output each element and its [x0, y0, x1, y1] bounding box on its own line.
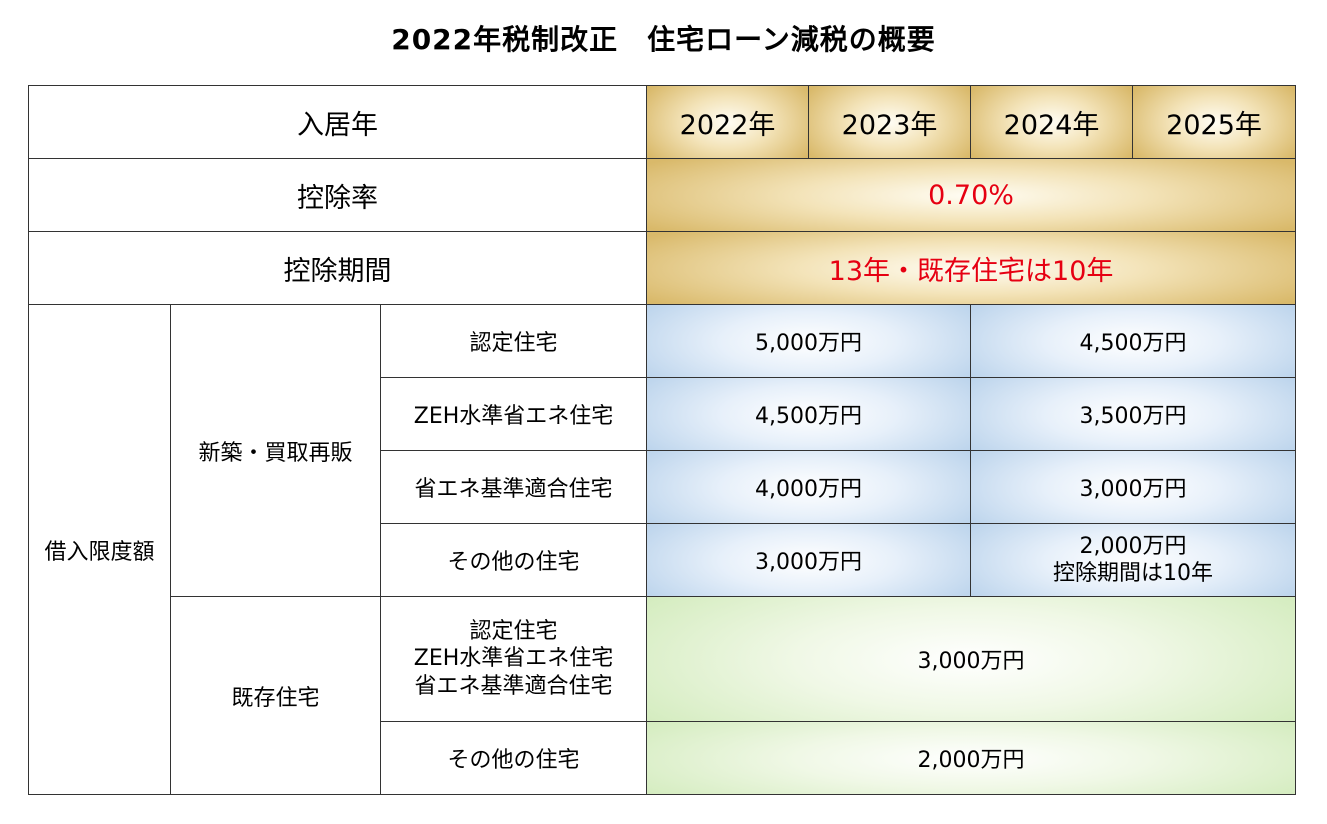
existing-limit-row: その他の住宅 2,000万円 — [29, 721, 1297, 795]
housing-type: その他の住宅 — [379, 523, 648, 597]
deduction-period-note: 控除期間は10年 — [1053, 561, 1214, 586]
limit-2022-2023: 4,500万円 — [646, 377, 972, 451]
limit-2024-2025: 3,500万円 — [970, 377, 1297, 451]
new-build-label: 新築・買取再販 — [170, 304, 381, 597]
existing-limit-row: 既存住宅 認定住宅 ZEH水準省エネ住宅 省エネ基準適合住宅 3,000万円 — [29, 596, 1297, 795]
existing-limit-all-years: 3,000万円 — [646, 596, 1297, 722]
limit-row: 借入限度額 新築・買取再販 認定住宅 5,000万円 4,500万円 — [28, 304, 1297, 795]
deduction-rate-row: 控除率 0.70% — [27, 158, 1297, 232]
housing-type: その他の住宅 — [379, 721, 648, 795]
deduction-period-row: 控除期間 13年・既存住宅は10年 — [27, 231, 1297, 305]
tax-overview-table: 入居年 2022年 2023年 2024年 2025年 控除率 0.70% 控除… — [27, 85, 1297, 795]
limit-value: 2,000万円 — [1079, 533, 1187, 559]
limit-2024-2025-with-note: 2,000万円 控除期間は10年 — [970, 523, 1297, 597]
existing-limit-all-years: 2,000万円 — [646, 721, 1297, 795]
deduction-rate-label: 控除率 — [27, 158, 648, 232]
limit-2024-2025: 4,500万円 — [970, 304, 1297, 378]
year-2023: 2023年 — [808, 85, 972, 159]
year-2025: 2025年 — [1132, 85, 1297, 159]
housing-type: 認定住宅 — [379, 304, 648, 378]
housing-type-group: 認定住宅 ZEH水準省エネ住宅 省エネ基準適合住宅 — [379, 596, 648, 722]
limit-row: 省エネ基準適合住宅 4,000万円 3,000万円 — [29, 450, 1297, 524]
housing-type: 省エネ基準適合住宅 — [379, 450, 648, 524]
year-2024: 2024年 — [970, 85, 1134, 159]
deduction-period-value: 13年・既存住宅は10年 — [646, 231, 1297, 305]
limit-2022-2023: 4,000万円 — [646, 450, 972, 524]
deduction-rate-value: 0.70% — [646, 158, 1297, 232]
limit-2024-2025: 3,000万円 — [970, 450, 1297, 524]
housing-type: ZEH水準省エネ住宅 — [379, 377, 648, 451]
housing-type: 省エネ基準適合住宅 — [414, 673, 613, 699]
header-row: 入居年 2022年 2023年 2024年 2025年 — [27, 85, 1297, 159]
borrowing-limit-label: 借入限度額 — [28, 304, 171, 795]
existing-housing-label: 既存住宅 — [170, 596, 381, 795]
page-title: 2022年税制改正 住宅ローン減税の概要 — [391, 23, 936, 56]
housing-type: ZEH水準省エネ住宅 — [413, 646, 614, 672]
move-in-year-label: 入居年 — [27, 85, 648, 159]
limit-2022-2023: 5,000万円 — [646, 304, 972, 378]
limit-row: その他の住宅 3,000万円 2,000万円 控除期間は10年 — [29, 523, 1297, 597]
deduction-period-label: 控除期間 — [27, 231, 648, 305]
limit-2022-2023: 3,000万円 — [646, 523, 972, 597]
year-2022: 2022年 — [646, 85, 810, 159]
housing-type: 認定住宅 — [469, 618, 558, 644]
